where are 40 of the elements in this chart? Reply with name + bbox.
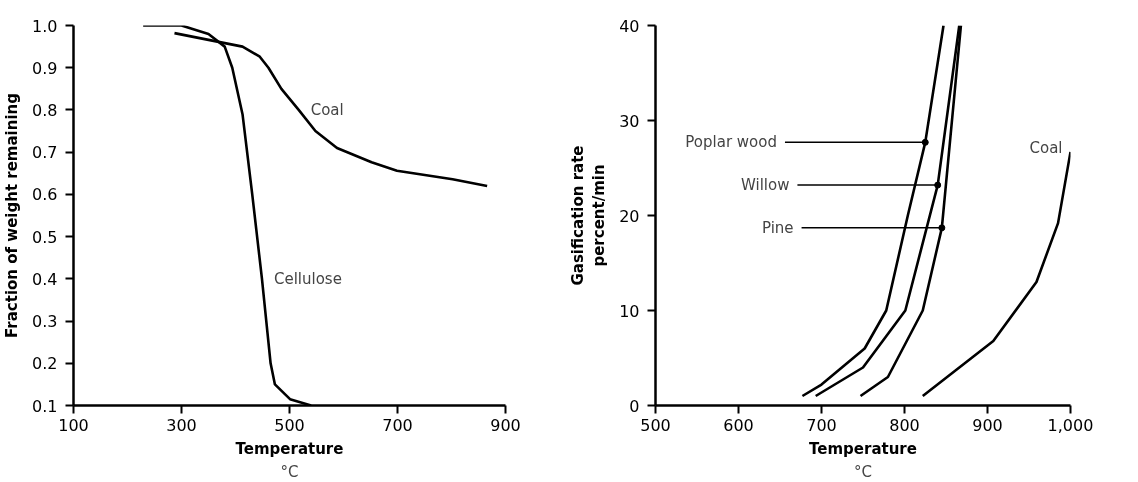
x-tick-label: 600	[723, 415, 754, 435]
x-tick-label: 100	[58, 415, 89, 435]
y-tick-label: 0.4	[32, 269, 58, 289]
annotation: Coal	[1029, 138, 1063, 157]
x-tick-label: 900	[972, 415, 1003, 435]
x-tick-label: 500	[274, 415, 305, 435]
point	[921, 138, 929, 146]
y-tick-label: 0.6	[32, 185, 58, 205]
line-series	[801, 25, 945, 398]
y-tick-label: 0.3	[32, 312, 58, 332]
y-tick-label: 0	[629, 396, 640, 416]
x-tick-label: 300	[166, 415, 197, 435]
point	[938, 224, 946, 232]
y-tick-label: 40	[619, 16, 640, 36]
point	[934, 181, 942, 189]
x-tick-label: 500	[640, 415, 671, 435]
text: Temperature °C	[235, 439, 344, 481]
annotation: Cellulose	[273, 269, 342, 288]
y-tick-label: 0.8	[32, 100, 58, 120]
y-tick-label: 1.0	[32, 16, 58, 36]
y-axis-title: Gasification rate percent/min	[568, 145, 609, 286]
y-axis-title: Fraction of weight remaining	[3, 93, 22, 338]
y-tick-label: 0.2	[32, 354, 58, 374]
y-tick-label: 30	[619, 111, 640, 131]
annotation: Poplar wood	[685, 133, 777, 152]
x-tick-label: 700	[806, 415, 837, 435]
y-tick-label: 20	[619, 206, 640, 226]
annotation: Coal	[310, 100, 344, 119]
x-tick-label: 1,000	[1047, 415, 1094, 435]
x-tick-label: 800	[889, 415, 920, 435]
y-tick-label: 0.1	[32, 396, 58, 416]
y-tick-label: 10	[619, 301, 640, 321]
y-tick-label: 0.9	[32, 58, 58, 78]
y-tick-label: 0.5	[32, 227, 58, 247]
x-tick-label: 900	[490, 415, 521, 435]
text: Temperature °C	[809, 439, 917, 481]
annotation: Pine	[761, 218, 794, 237]
annotation: Willow	[740, 176, 790, 195]
x-tick-label: 700	[382, 415, 413, 435]
y-tick-label: 0.7	[32, 143, 58, 163]
